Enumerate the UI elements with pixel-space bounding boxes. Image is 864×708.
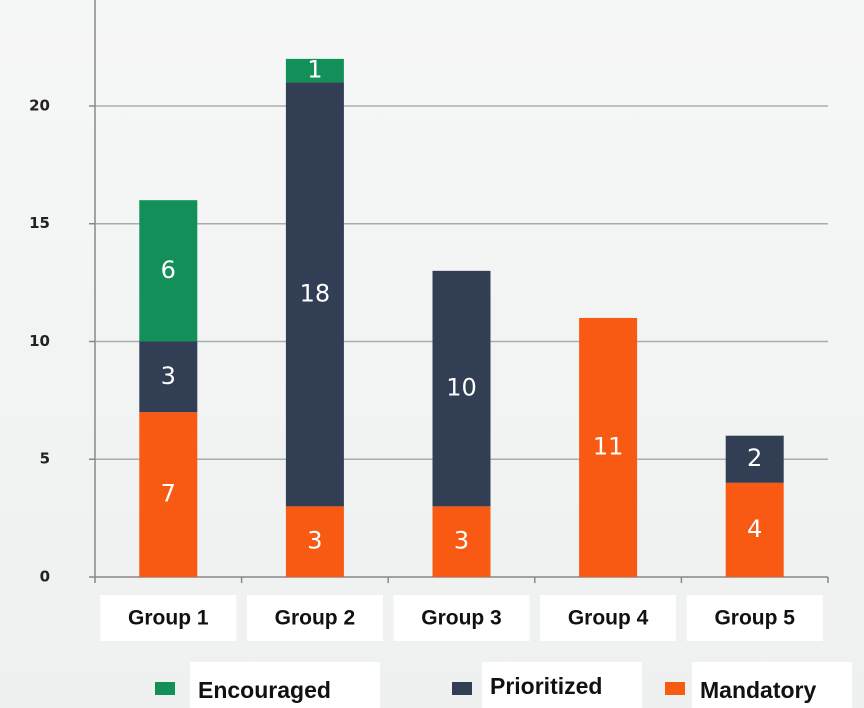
bar-segment xyxy=(139,200,198,342)
x-tick-label: Group 2 xyxy=(275,607,356,630)
legend-box xyxy=(190,662,380,708)
category-box xyxy=(246,595,383,641)
y-tick-label: 15 xyxy=(29,214,50,232)
data-label: 3 xyxy=(454,527,469,555)
bar-segment xyxy=(139,341,198,413)
bar-segment xyxy=(432,506,491,577)
data-label: 10 xyxy=(446,374,477,402)
data-label: 1 xyxy=(307,56,322,84)
legend-box xyxy=(482,662,642,708)
data-label: 3 xyxy=(307,527,322,555)
category-box xyxy=(540,595,677,641)
x-tick-label: Group 1 xyxy=(128,607,209,630)
x-tick-label: Group 3 xyxy=(421,607,502,630)
bar-segment xyxy=(285,506,344,577)
data-label: 4 xyxy=(747,515,762,543)
data-label: 6 xyxy=(161,256,176,284)
category-box xyxy=(393,595,530,641)
data-label: 2 xyxy=(747,444,762,472)
legend-label: Encouraged xyxy=(198,677,331,703)
bar-segment xyxy=(285,58,344,83)
legend-box xyxy=(692,662,852,708)
legend-swatch xyxy=(665,682,685,695)
category-box xyxy=(686,595,823,641)
bar-segment xyxy=(432,270,491,507)
bar-segment xyxy=(725,435,784,483)
x-tick-label: Group 5 xyxy=(714,607,795,630)
bar-segment xyxy=(579,317,638,577)
category-box xyxy=(100,595,237,641)
legend-swatch xyxy=(452,682,472,695)
y-tick-label: 20 xyxy=(29,96,50,114)
y-tick-label: 0 xyxy=(40,568,50,586)
data-label: 7 xyxy=(161,480,176,508)
legend-label: Prioritized xyxy=(490,673,602,699)
bar-segment xyxy=(725,482,784,577)
data-label: 11 xyxy=(593,432,624,460)
x-tick-label: Group 4 xyxy=(568,607,649,630)
data-label: 3 xyxy=(161,362,176,390)
legend-label: Mandatory xyxy=(700,677,817,703)
bar-segment xyxy=(139,412,198,577)
y-tick-label: 10 xyxy=(29,332,50,350)
data-label: 18 xyxy=(300,279,331,307)
bar-segment xyxy=(285,82,344,507)
legend-swatch xyxy=(155,682,175,695)
y-tick-label: 5 xyxy=(40,450,50,468)
